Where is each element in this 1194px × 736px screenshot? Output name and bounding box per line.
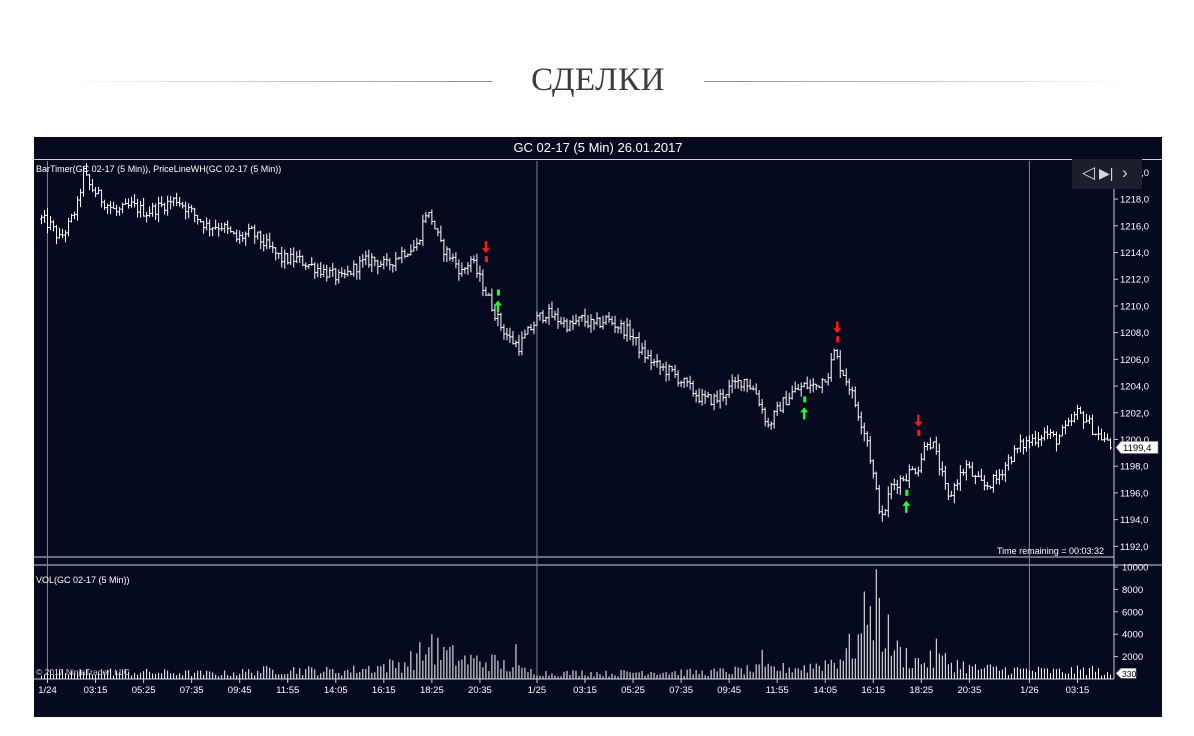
time-tick-label: 09:45	[717, 685, 741, 696]
price-tick-label: 1210,0	[1120, 301, 1149, 312]
volume-tick-label: 6000	[1122, 607, 1143, 618]
chart-canvas[interactable]: 1192,0 1194,0 1196,0 1198,0 1200,0 1202,0 1204…	[34, 159, 1162, 717]
time-tick-label: 09:45	[228, 685, 252, 696]
copyright-label: © 2017 NinjaTrader, LLC	[36, 667, 130, 677]
price-indicator-label: BarTimer(GC 02-17 (5 Min)), PriceLineWH(…	[36, 164, 281, 174]
time-tick-label: 20:35	[957, 685, 981, 696]
bar-navigator[interactable]: ◁ ▶| ›	[1072, 159, 1142, 189]
price-tick-label: 1200,0	[1120, 435, 1149, 446]
sell-arrow-icon	[481, 241, 490, 254]
buy-fill-marker	[905, 489, 909, 496]
page-title: СДЕЛКИ	[531, 62, 665, 98]
chart-title: GC 02-17 (5 Min) 26.01.2017	[513, 140, 683, 155]
sell-fill-marker	[484, 256, 488, 263]
heading-rule-left	[70, 81, 492, 82]
time-tick-label: 03:15	[573, 685, 597, 696]
section-heading: СДЕЛКИ	[0, 58, 1194, 108]
jump-to-end-icon[interactable]: ▶|	[1099, 165, 1114, 181]
time-tick-label: 20:35	[468, 685, 492, 696]
time-tick-label: 16:15	[372, 685, 396, 696]
last-price-label: 1199,4	[1123, 443, 1151, 454]
price-tick-label: 1204,0	[1120, 382, 1149, 393]
price-tick-label: 1216,0	[1120, 221, 1149, 232]
volume-tick-label: 10000	[1122, 563, 1148, 574]
time-tick-label: 03:15	[1066, 685, 1090, 696]
last-volume-label: 330	[1122, 669, 1136, 679]
time-remaining-label: Time remaining = 00:03:32	[997, 546, 1104, 556]
buy-fill-marker	[803, 396, 807, 403]
time-tick-label: 03:15	[84, 685, 108, 696]
buy-arrow-icon	[800, 407, 809, 420]
volume-indicator-label: VOL(GC 02-17 (5 Min))	[36, 575, 130, 585]
time-tick-label: 14:05	[813, 685, 837, 696]
buy-arrow-icon	[902, 500, 911, 513]
price-tick-label: 1206,0	[1120, 355, 1149, 366]
time-tick-label: 18:25	[420, 685, 444, 696]
price-tick-label: 1214,0	[1120, 248, 1149, 259]
time-tick-label: 07:35	[180, 685, 204, 696]
time-tick-label: 05:25	[621, 685, 645, 696]
time-tick-label: 1/24	[38, 685, 57, 696]
chart-window[interactable]: GC 02-17 (5 Min) 26.01.2017 1192,0 1194,0…	[34, 137, 1162, 717]
last-price-tag	[1115, 441, 1159, 454]
price-tick-label: 1202,0	[1120, 408, 1149, 419]
price-tick-label: 1212,0	[1120, 275, 1149, 286]
price-tick-label: 1218,0	[1120, 195, 1149, 206]
time-tick-label: 07:35	[669, 685, 693, 696]
sell-arrow-icon	[833, 321, 842, 334]
price-tick-label: 1194,0	[1120, 515, 1148, 526]
volume-tick-label: 4000	[1122, 630, 1143, 641]
volume-tick-label: 2000	[1122, 652, 1143, 663]
price-tick-label: 1196,0	[1120, 488, 1148, 499]
scroll-left-icon[interactable]: ◁	[1082, 163, 1096, 182]
time-tick-label: 18:25	[909, 685, 933, 696]
volume-tick-label: 8000	[1122, 585, 1143, 596]
heading-rule-right	[704, 81, 1124, 82]
time-tick-label: 16:15	[861, 685, 885, 696]
price-tick-label: 1208,0	[1120, 328, 1149, 339]
buy-fill-marker	[496, 289, 500, 296]
price-tick-label: 1192,0	[1120, 542, 1148, 553]
scroll-right-icon[interactable]: ›	[1122, 163, 1128, 182]
time-tick-label: 11:55	[276, 685, 299, 696]
time-tick-label: 1/26	[1020, 685, 1039, 696]
time-tick-label: 1/25	[528, 685, 547, 696]
time-tick-label: 14:05	[324, 685, 348, 696]
sell-arrow-icon	[914, 414, 923, 427]
sell-fill-marker	[917, 429, 921, 436]
sell-fill-marker	[836, 336, 840, 343]
buy-arrow-icon	[493, 300, 502, 313]
price-tick-label: 1198,0	[1120, 462, 1148, 473]
time-tick-label: 05:25	[132, 685, 156, 696]
last-volume-tag	[1115, 668, 1137, 679]
time-tick-label: 11:55	[766, 685, 789, 696]
